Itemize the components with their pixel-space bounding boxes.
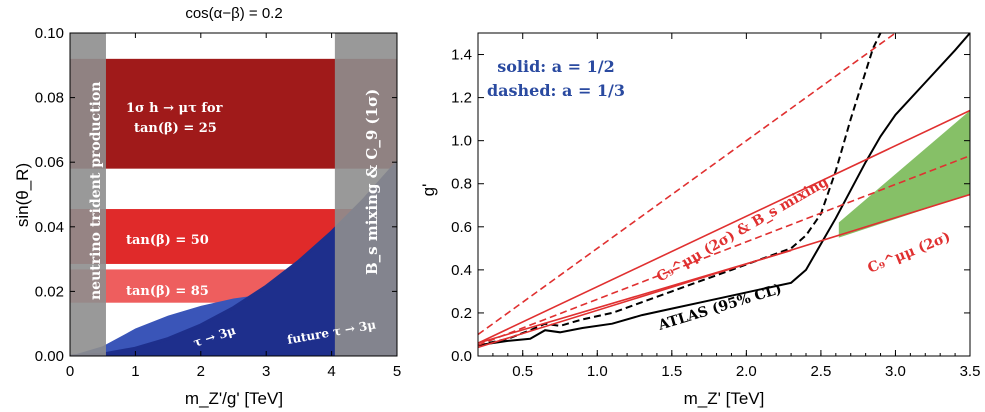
right-x-tick-label: 3.5 bbox=[960, 363, 981, 380]
tau-3mu-region bbox=[70, 162, 397, 356]
series-line-4 bbox=[478, 33, 896, 336]
right-y-tick-label: 1.2 bbox=[451, 90, 472, 107]
band-label-line2-1: tan(β) = 50 bbox=[126, 233, 209, 248]
right-x-tick-label: 2.0 bbox=[736, 363, 757, 380]
left-x-tick-label: 3 bbox=[262, 363, 270, 380]
left-y-tick-label: 0.04 bbox=[35, 219, 64, 236]
right-x-tick-label: 1.0 bbox=[587, 363, 608, 380]
left-chart: 1σ h → μτ for tan(β) = 25 tan(β) = 50 tan(β… bbox=[13, 5, 401, 408]
left-y-axis-label: sin(θ_R) bbox=[13, 163, 32, 227]
left-y-tick-label: 0.00 bbox=[35, 348, 64, 365]
left-x-tick-label: 4 bbox=[327, 363, 335, 380]
right-tick-marks: 0.5 1.0 1.5 2.0 2.5 3.0 3.5 0.0 0.2 0.4 0.6 0.8 1.0 1… bbox=[451, 33, 980, 380]
left-y-tick-label: 0.08 bbox=[35, 90, 64, 107]
left-tick-marks: 0 1 2 3 4 5 0.00 0.02 0.04 0.06 0.08 0.10 bbox=[35, 25, 401, 380]
right-y-tick-label: 1.0 bbox=[451, 133, 472, 150]
left-title: cos(α−β) = 0.2 bbox=[185, 5, 282, 22]
left-plot-content: 1σ h → μτ for tan(β) = 25 tan(β) = 50 tan(β… bbox=[70, 33, 397, 356]
right-x-tick-label: 1.5 bbox=[661, 363, 682, 380]
grey-band-0 bbox=[70, 33, 106, 356]
right-x-tick-label: 0.5 bbox=[512, 363, 533, 380]
right-x-tick-label: 2.5 bbox=[810, 363, 831, 380]
left-plot-frame bbox=[69, 32, 398, 357]
left-y-tick-label: 0.10 bbox=[35, 25, 64, 42]
right-y-tick-label: 1.4 bbox=[451, 47, 472, 64]
right-y-tick-label: 0.6 bbox=[451, 219, 472, 236]
legend-solid-text: solid: a = 1/2 bbox=[497, 57, 615, 76]
right-x-axis-label: m_Z' [TeV] bbox=[684, 389, 765, 408]
series-line-6 bbox=[478, 249, 792, 344]
left-y-tick-label: 0.02 bbox=[35, 283, 64, 300]
allowed-green-region bbox=[838, 110, 970, 238]
right-y-tick-label: 0.2 bbox=[451, 305, 472, 322]
series-line-0 bbox=[478, 33, 970, 347]
left-x-tick-label: 0 bbox=[66, 363, 74, 380]
neutrino-trident-label: neutrino trident production bbox=[88, 82, 104, 301]
right-y-tick-label: 0.4 bbox=[451, 262, 472, 279]
right-y-axis-label: g' bbox=[419, 184, 438, 197]
right-plot-frame bbox=[477, 32, 971, 357]
legend-dashed-text: dashed: a = 1/3 bbox=[487, 81, 625, 100]
left-x-tick-label: 5 bbox=[393, 363, 401, 380]
series-line-2 bbox=[478, 109, 970, 344]
right-y-tick-label: 0.8 bbox=[451, 176, 472, 193]
right-y-tick-label: 0.0 bbox=[451, 348, 472, 365]
band-label-line1-0: 1σ h → μτ for bbox=[126, 101, 223, 116]
band-label-line2-0: tan(β) = 25 bbox=[134, 121, 217, 136]
series-line-1 bbox=[478, 33, 882, 347]
band-label-line2-2: tan(β) = 85 bbox=[126, 284, 209, 299]
left-y-tick-label: 0.06 bbox=[35, 154, 64, 171]
right-plot-content bbox=[478, 33, 970, 349]
right-x-tick-label: 3.0 bbox=[885, 363, 906, 380]
bs-mixing-label: B_s mixing & C_9 (1σ) bbox=[363, 89, 381, 275]
left-x-axis-label: m_Z'/g' [TeV] bbox=[185, 389, 283, 408]
grey-band-1 bbox=[334, 33, 397, 356]
left-x-tick-label: 2 bbox=[197, 363, 205, 380]
right-chart: 0.5 1.0 1.5 2.0 2.5 3.0 3.5 0.0 0.2 0.4 0.6 0.8 1.0 1… bbox=[419, 32, 980, 408]
left-x-tick-label: 1 bbox=[131, 363, 139, 380]
